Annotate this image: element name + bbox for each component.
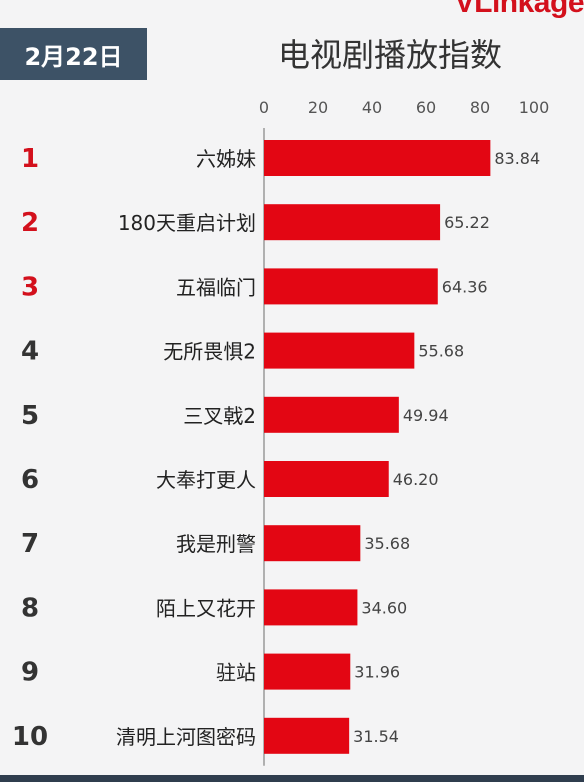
- bar: [264, 717, 350, 754]
- bar: [264, 589, 358, 626]
- value-label: 64.36: [442, 277, 488, 296]
- chart-row: 4 无所畏惧2 55.68: [21, 332, 464, 369]
- x-tick-label: 20: [308, 98, 328, 117]
- bar: [264, 653, 351, 690]
- rank-number: 7: [21, 529, 39, 559]
- rank-number: 2: [21, 208, 39, 238]
- category-label: 我是刑警: [176, 532, 256, 556]
- bar: [264, 140, 491, 176]
- category-label: 陌上又花开: [156, 596, 256, 620]
- category-label: 驻站: [216, 661, 256, 685]
- chart-row: 10 清明上河图密码 31.54: [12, 717, 399, 754]
- chart-row: 3 五福临门 64.36: [21, 268, 488, 305]
- x-axis-ticks: 0 20 40 60 80 100: [259, 98, 549, 117]
- chart-row: 8 陌上又花开 34.60: [21, 589, 407, 626]
- value-label: 55.68: [418, 342, 464, 361]
- rank-number: 5: [21, 401, 39, 431]
- value-label: 31.96: [354, 663, 400, 682]
- x-tick-label: 80: [470, 98, 490, 117]
- chart-row: 2 180天重启计划 65.22: [21, 204, 490, 241]
- rank-number: 10: [12, 722, 48, 752]
- category-label: 清明上河图密码: [116, 725, 256, 749]
- category-label: 无所畏惧2: [163, 340, 256, 364]
- x-tick-label: 100: [519, 98, 550, 117]
- bar: [264, 461, 389, 497]
- chart-rows: 1 六姊妹 83.84 2 180天重启计划 65.22 3 五福临门 64.36 4 无所畏惧2 5…: [12, 140, 540, 754]
- value-label: 34.60: [361, 598, 407, 617]
- rank-number: 4: [21, 337, 39, 367]
- footer-divider: [0, 775, 584, 782]
- rank-number: 3: [21, 272, 39, 302]
- bar: [264, 268, 438, 305]
- x-tick-label: 60: [416, 98, 436, 117]
- bar: [264, 525, 361, 562]
- category-label: 六姊妹: [196, 147, 256, 171]
- bar: [264, 332, 415, 369]
- date-badge: 2月22日: [0, 28, 147, 80]
- value-label: 65.22: [444, 213, 490, 232]
- chart-row: 6 大奉打更人 46.20: [21, 461, 439, 497]
- chart-row: 9 驻站 31.96: [21, 653, 400, 690]
- chart-row: 1 六姊妹 83.84: [21, 140, 540, 176]
- category-label: 五福临门: [176, 275, 256, 299]
- chart-title: 电视剧播放指数: [277, 36, 502, 74]
- rank-number: 9: [21, 658, 39, 688]
- value-label: 35.68: [364, 534, 410, 553]
- chart-row: 5 三叉戟2 49.94: [21, 396, 449, 433]
- brand-logo: VLinkage: [454, 0, 584, 19]
- category-label: 180天重启计划: [118, 211, 256, 235]
- rank-number: 8: [21, 593, 39, 623]
- value-label: 49.94: [403, 406, 449, 425]
- chart-row: 7 我是刑警 35.68: [21, 525, 410, 562]
- x-tick-label: 40: [362, 98, 382, 117]
- rank-number: 1: [21, 144, 39, 174]
- bar: [264, 204, 441, 241]
- rank-number: 6: [21, 465, 39, 495]
- value-label: 46.20: [393, 470, 439, 489]
- x-tick-label: 0: [259, 98, 269, 117]
- category-label: 三叉戟2: [183, 404, 256, 428]
- category-label: 大奉打更人: [156, 468, 256, 492]
- value-label: 31.54: [353, 727, 399, 746]
- bar: [264, 396, 399, 433]
- value-label: 83.84: [494, 149, 540, 168]
